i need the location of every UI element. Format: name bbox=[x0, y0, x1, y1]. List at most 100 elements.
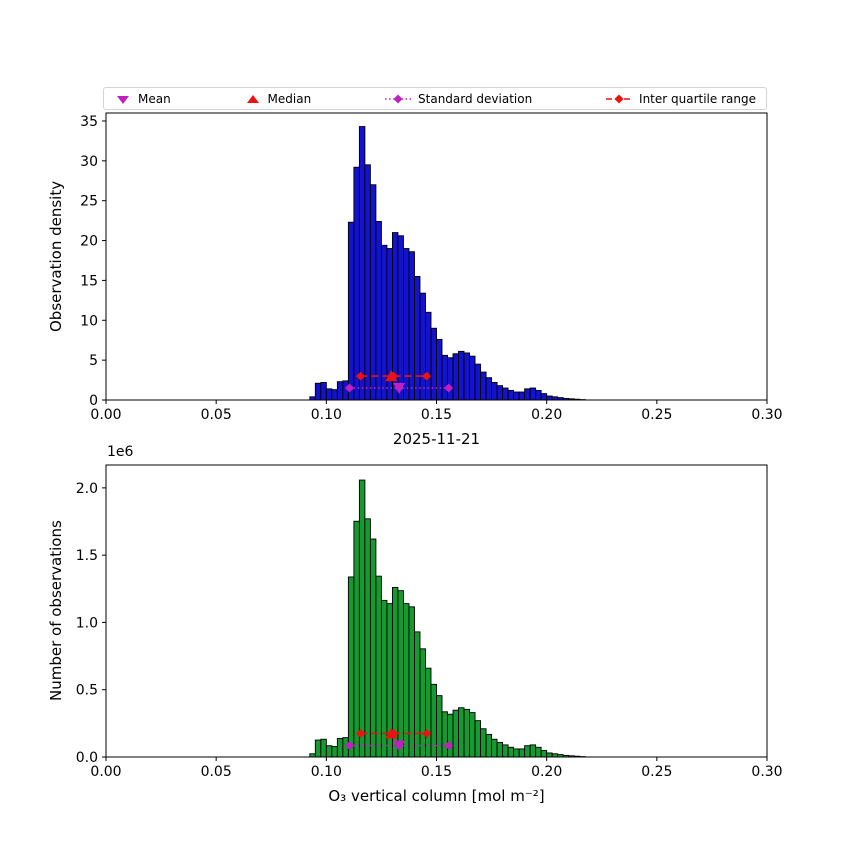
histogram-bar bbox=[480, 728, 487, 758]
histogram-bar bbox=[535, 389, 542, 401]
histogram-bar bbox=[518, 391, 526, 401]
legend: Mean Median Standard deviation Inter qua… bbox=[103, 87, 767, 110]
legend-label-std: Standard deviation bbox=[418, 91, 533, 106]
std-high-diamond-marker bbox=[444, 383, 454, 393]
histogram-bar bbox=[419, 648, 426, 758]
histogram-bar bbox=[320, 382, 327, 401]
mean-triangle-down-marker bbox=[393, 383, 406, 395]
histogram-bar bbox=[458, 350, 465, 401]
histogram-bar bbox=[403, 248, 410, 401]
histogram-bar bbox=[375, 220, 382, 401]
x-tick-label: 0.10 bbox=[311, 407, 342, 423]
histogram-bar bbox=[513, 748, 520, 758]
counts-histogram-stat-markers bbox=[344, 727, 454, 752]
histogram-bar bbox=[458, 707, 465, 758]
histogram-bar bbox=[353, 520, 360, 758]
histogram-bar bbox=[436, 695, 443, 758]
x-tick-label: 0.15 bbox=[421, 764, 452, 780]
density-histogram-frame bbox=[105, 112, 768, 401]
histogram-bar bbox=[469, 355, 476, 401]
histogram-bar bbox=[496, 385, 504, 401]
histogram-bar bbox=[524, 745, 531, 758]
histogram-bar bbox=[480, 371, 487, 401]
y-axis-offset-text: 1e6 bbox=[107, 444, 134, 460]
diamond-dashed-line-icon bbox=[606, 94, 633, 103]
histogram-bar bbox=[529, 387, 537, 401]
histogram-bar bbox=[430, 327, 437, 401]
histogram-bar bbox=[546, 752, 553, 758]
iqr-low-diamond-marker bbox=[355, 371, 365, 381]
histogram-bar bbox=[485, 377, 493, 401]
iqr-low-diamond-marker bbox=[355, 728, 365, 738]
x-tick-label: 0.25 bbox=[641, 764, 672, 780]
std-low-diamond-marker bbox=[344, 383, 354, 393]
histogram-bar bbox=[325, 745, 333, 758]
counts-histogram-frame bbox=[105, 464, 768, 758]
histogram-bar bbox=[369, 184, 377, 401]
x-tick-label: 0.15 bbox=[421, 407, 452, 423]
x-tick-label: 0.30 bbox=[751, 407, 782, 423]
mean-triangle-down-marker bbox=[393, 740, 406, 752]
histogram-bar bbox=[502, 387, 509, 401]
legend-item-mean: Mean bbox=[114, 92, 171, 106]
histogram-bar bbox=[347, 576, 355, 758]
legend-item-median: Median bbox=[244, 91, 312, 106]
density-histogram-ticks: 0.00 0.05 0.10 0.15 0.20 0.25 0.30 0 5 10 15 20 25 30… bbox=[80, 114, 782, 423]
x-tick-label: 0.00 bbox=[90, 407, 121, 423]
histogram-bar bbox=[320, 738, 327, 758]
histogram-bar bbox=[535, 746, 542, 758]
counts-histogram-bars bbox=[309, 479, 586, 758]
density-histogram: 0.00 0.05 0.10 0.15 0.20 0.25 0.30 0 5 10 15 20 25 30… bbox=[80, 112, 783, 423]
x-tick-label: 0.20 bbox=[531, 764, 562, 780]
median-triangle-up-marker bbox=[385, 727, 398, 739]
diamond-dotted-line-icon bbox=[385, 94, 412, 103]
histogram-bar bbox=[336, 381, 344, 401]
histogram-bar bbox=[452, 353, 459, 401]
x-tick-label: 0.30 bbox=[751, 764, 782, 780]
iqr-high-diamond-marker bbox=[422, 728, 432, 738]
triangle-down-icon bbox=[117, 95, 129, 104]
histogram-bar bbox=[314, 739, 322, 758]
histogram-bar bbox=[502, 744, 509, 758]
histogram-bar bbox=[447, 713, 454, 758]
histogram-bar bbox=[447, 357, 454, 401]
histogram-bar bbox=[364, 518, 371, 758]
y-tick-label: 20 bbox=[80, 234, 98, 250]
histogram-bar bbox=[507, 746, 515, 758]
y-tick-label: 15 bbox=[80, 273, 98, 289]
legend-label-iqr: Inter quartile range bbox=[639, 91, 756, 106]
histogram-bar bbox=[358, 479, 366, 758]
std-high-diamond-marker bbox=[444, 741, 454, 751]
histogram-bar bbox=[414, 631, 421, 758]
histogram-bar bbox=[474, 720, 482, 758]
histogram-bar bbox=[397, 590, 404, 758]
histogram-bar bbox=[353, 166, 360, 401]
y-tick-label: 30 bbox=[80, 154, 98, 170]
histogram-bar bbox=[364, 164, 371, 401]
x-tick-label: 0.00 bbox=[90, 764, 121, 780]
histogram-bar bbox=[414, 275, 421, 401]
histogram-bar bbox=[331, 746, 338, 758]
y-tick-label: 0.0 bbox=[76, 750, 98, 766]
y-tick-label: 0.5 bbox=[76, 683, 98, 699]
histogram-bar bbox=[331, 389, 338, 401]
histogram-bar bbox=[419, 292, 426, 401]
histogram-bar bbox=[474, 363, 482, 401]
y-axis-label-counts: Number of observations bbox=[47, 520, 65, 702]
y-tick-label: 35 bbox=[80, 114, 98, 130]
histogram-bar bbox=[469, 712, 476, 758]
histogram-bar bbox=[485, 733, 493, 758]
histogram-bar bbox=[441, 711, 448, 758]
x-tick-label: 0.05 bbox=[201, 407, 232, 423]
y-tick-label: 1.5 bbox=[76, 548, 98, 564]
histogram-bar bbox=[540, 750, 548, 758]
legend-label-median: Median bbox=[267, 91, 312, 106]
histogram-bar bbox=[463, 708, 471, 758]
x-tick-label: 0.25 bbox=[641, 407, 672, 423]
y-tick-label: 1.0 bbox=[76, 615, 98, 631]
histogram-bar bbox=[546, 395, 553, 401]
iqr-high-diamond-marker bbox=[422, 371, 432, 381]
histogram-bar bbox=[507, 389, 515, 401]
histogram-bar bbox=[441, 354, 448, 401]
